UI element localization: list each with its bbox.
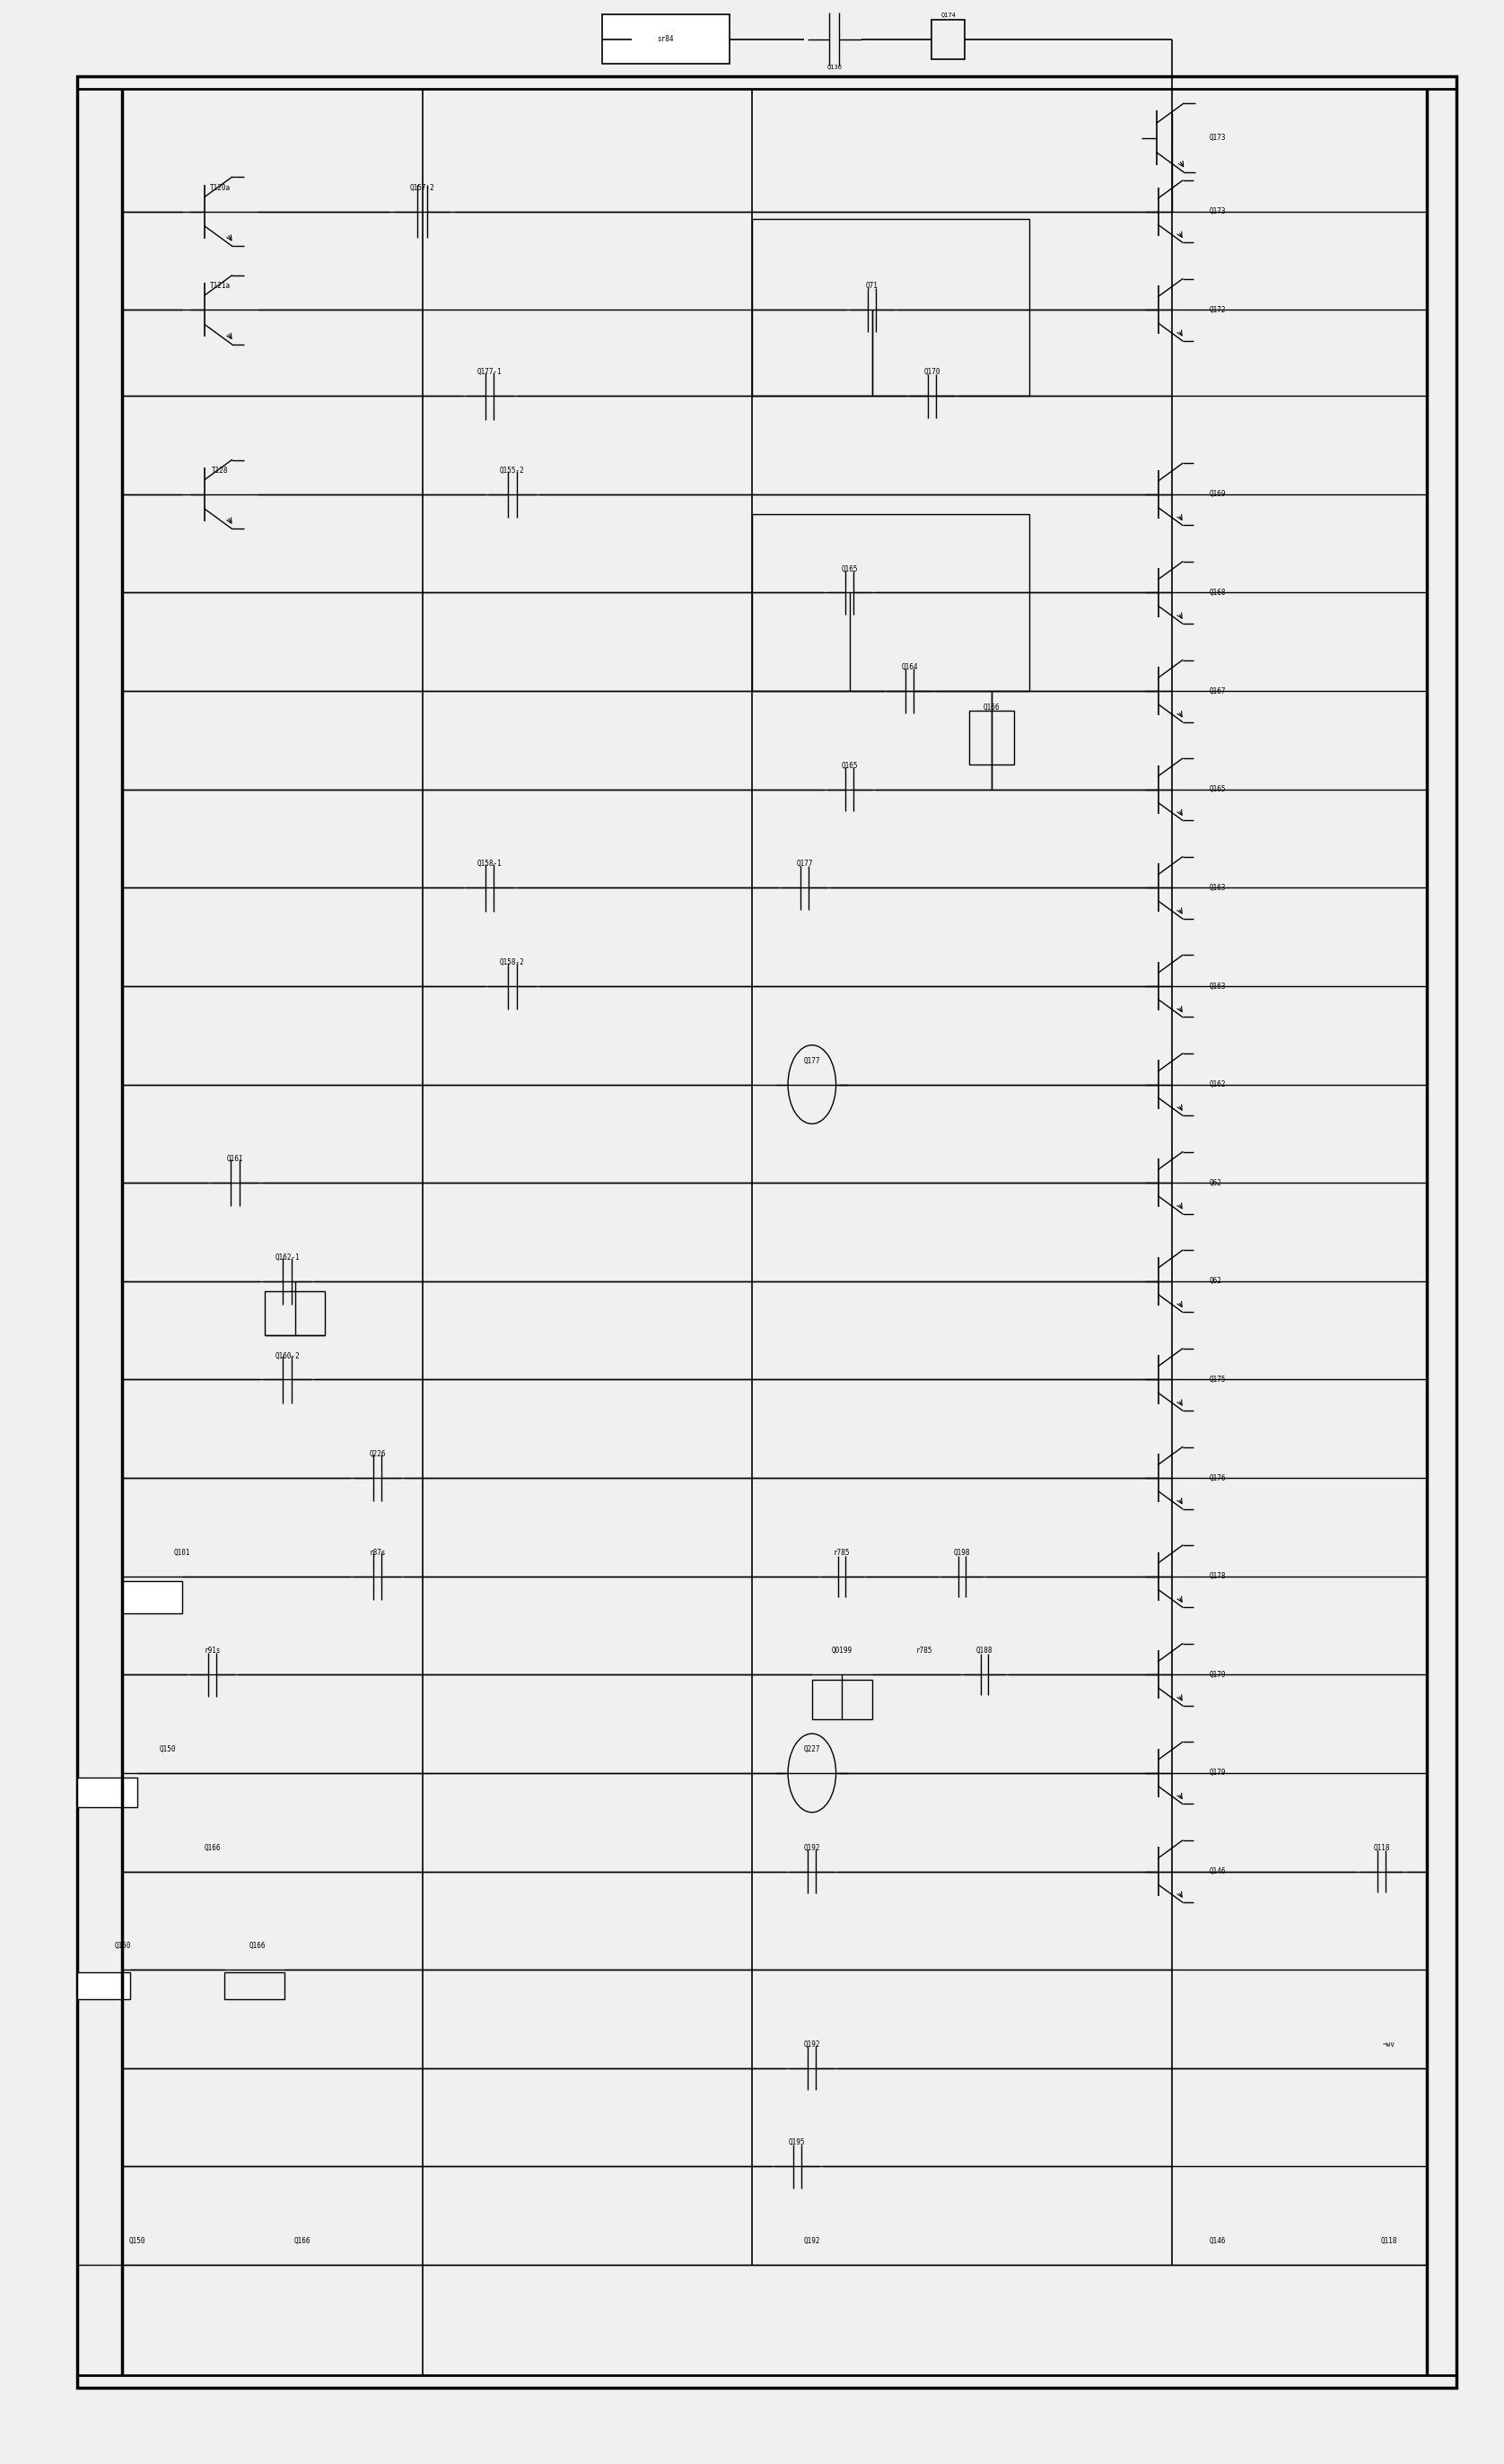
- Text: Q71: Q71: [866, 281, 878, 291]
- Bar: [932, 20, 966, 59]
- Text: Q158-1: Q158-1: [477, 860, 502, 867]
- Text: Q163: Q163: [1209, 885, 1226, 892]
- Bar: [265, 1291, 325, 1335]
- Bar: [224, 1971, 284, 1998]
- Bar: [77, 1779, 137, 1809]
- Text: Q150: Q150: [129, 2237, 146, 2245]
- Text: Q146: Q146: [1209, 2237, 1226, 2245]
- Text: Q166: Q166: [984, 702, 1000, 712]
- Text: Q192: Q192: [803, 1843, 820, 1850]
- Text: Q168: Q168: [1209, 589, 1226, 596]
- Text: Q166: Q166: [293, 2237, 311, 2245]
- Text: Q62: Q62: [1209, 1178, 1221, 1188]
- Bar: [752, 219, 1029, 397]
- Text: ~wv: ~wv: [1382, 2040, 1396, 2048]
- Text: Q157-2: Q157-2: [409, 185, 435, 192]
- Text: Q160-2: Q160-2: [275, 1353, 299, 1360]
- Text: Q164: Q164: [901, 663, 917, 670]
- Text: Q188: Q188: [976, 1646, 993, 1656]
- Bar: [970, 710, 1014, 764]
- Text: Q167: Q167: [1209, 687, 1226, 695]
- Text: Q150: Q150: [159, 1745, 176, 1754]
- Text: Q118: Q118: [1373, 1843, 1390, 1850]
- Text: Q169: Q169: [1209, 490, 1226, 498]
- Text: Q162: Q162: [1209, 1079, 1226, 1089]
- Text: Q172: Q172: [1209, 306, 1226, 313]
- Text: T120a: T120a: [209, 185, 230, 192]
- Text: Q155-2: Q155-2: [499, 466, 525, 476]
- Text: Q174: Q174: [940, 12, 957, 17]
- Text: r91s: r91s: [205, 1646, 221, 1656]
- Bar: [122, 1582, 182, 1614]
- Text: Q226: Q226: [368, 1451, 385, 1459]
- Text: r785: r785: [916, 1646, 932, 1656]
- Text: Q163: Q163: [1209, 983, 1226, 991]
- Text: Q198: Q198: [954, 1547, 970, 1557]
- Text: Q165: Q165: [841, 761, 857, 769]
- Text: Q136: Q136: [827, 64, 842, 69]
- Text: Q101: Q101: [174, 1547, 191, 1557]
- Text: Q173: Q173: [1209, 207, 1226, 214]
- Text: Q195: Q195: [788, 2139, 805, 2146]
- Text: Q166: Q166: [205, 1843, 221, 1850]
- Text: Q166: Q166: [250, 1942, 266, 1949]
- Text: Q0199: Q0199: [832, 1646, 853, 1656]
- Text: Q165: Q165: [1209, 786, 1226, 793]
- Text: r785: r785: [833, 1547, 850, 1557]
- Text: Q62: Q62: [1209, 1276, 1221, 1286]
- Text: Q118: Q118: [1381, 2237, 1397, 2245]
- Text: sr84: sr84: [657, 34, 674, 44]
- Text: Q170: Q170: [923, 367, 940, 377]
- Text: Q192: Q192: [803, 2040, 820, 2048]
- Text: Q178: Q178: [1209, 1572, 1226, 1579]
- Text: Q179: Q179: [1209, 1671, 1226, 1678]
- Text: Q192: Q192: [803, 2237, 820, 2245]
- Text: Q162-1: Q162-1: [275, 1254, 299, 1262]
- Text: T121a: T121a: [209, 281, 230, 291]
- Text: Q227: Q227: [803, 1745, 820, 1754]
- Text: Q177-1: Q177-1: [477, 367, 502, 377]
- Text: Q165: Q165: [841, 564, 857, 574]
- Text: Q177: Q177: [796, 860, 812, 867]
- Text: Q146: Q146: [1209, 1868, 1226, 1875]
- Text: Q150: Q150: [114, 1942, 131, 1949]
- Text: Q176: Q176: [1209, 1473, 1226, 1481]
- Text: Q173: Q173: [1209, 133, 1226, 143]
- Text: T128: T128: [212, 466, 229, 476]
- Text: Q175: Q175: [1209, 1375, 1226, 1385]
- Bar: [812, 1680, 872, 1720]
- Text: Q179: Q179: [1209, 1769, 1226, 1777]
- Bar: [602, 15, 729, 64]
- Text: Q161: Q161: [227, 1156, 244, 1163]
- Bar: [752, 515, 1029, 690]
- Text: Q177: Q177: [803, 1057, 820, 1064]
- Text: r87s: r87s: [368, 1547, 385, 1557]
- Text: Q158-2: Q158-2: [499, 958, 525, 966]
- Bar: [77, 1971, 129, 1998]
